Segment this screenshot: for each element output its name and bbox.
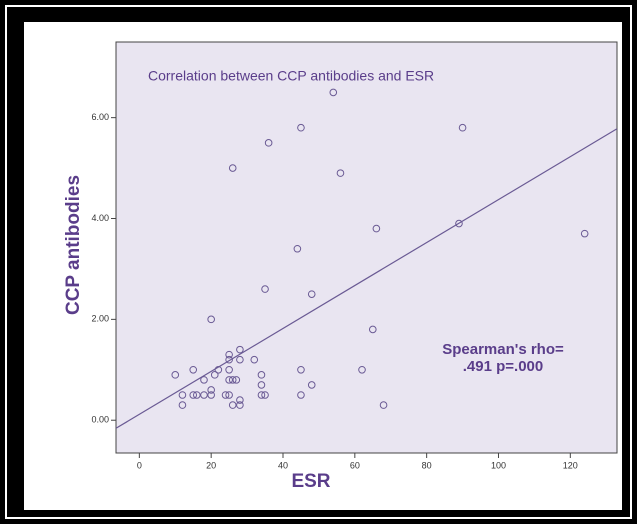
point xyxy=(297,123,305,132)
point xyxy=(293,244,302,253)
chart-title: Correlation between CCP antibodies and E… xyxy=(148,68,434,84)
point xyxy=(225,355,233,364)
point xyxy=(455,219,463,228)
point xyxy=(232,376,241,384)
point xyxy=(189,391,198,399)
point xyxy=(236,355,244,364)
point xyxy=(236,396,244,404)
point xyxy=(236,401,244,409)
point xyxy=(228,164,237,172)
point xyxy=(221,391,230,399)
point xyxy=(171,371,180,379)
point xyxy=(261,391,269,399)
y-tick-label: 6.00 xyxy=(91,112,109,122)
point xyxy=(250,355,259,364)
point xyxy=(178,401,187,409)
x-tick-label: 20 xyxy=(206,460,216,470)
y-axis-label: CCP antibodies xyxy=(63,175,84,315)
point xyxy=(210,371,219,379)
point xyxy=(225,376,233,384)
point xyxy=(297,391,305,399)
x-tick-label: 80 xyxy=(422,460,432,470)
point xyxy=(207,315,215,324)
point xyxy=(225,350,233,359)
point xyxy=(228,376,237,384)
y-tick-label: 2.00 xyxy=(91,314,109,324)
point xyxy=(379,401,388,409)
x-tick-label: 120 xyxy=(563,460,578,470)
x-axis-label: ESR xyxy=(291,471,330,492)
point xyxy=(200,376,208,384)
point xyxy=(580,229,589,238)
point xyxy=(207,391,215,399)
point xyxy=(307,381,316,389)
point xyxy=(257,381,266,389)
point xyxy=(297,365,305,374)
x-tick-label: 40 xyxy=(278,460,288,470)
point xyxy=(189,365,198,374)
point xyxy=(200,391,208,399)
frame-line xyxy=(5,5,632,519)
point xyxy=(236,345,244,354)
point xyxy=(372,224,381,233)
point xyxy=(214,365,223,374)
point xyxy=(225,391,233,399)
point xyxy=(257,391,266,399)
point xyxy=(458,123,467,132)
fit-line xyxy=(115,128,618,429)
annotation: Spearman's rho= xyxy=(442,341,564,358)
x-tick-label: 60 xyxy=(350,460,360,470)
x-tick-label: 100 xyxy=(491,460,506,470)
annotation: .491 p=.000 xyxy=(463,358,543,375)
point xyxy=(329,88,338,97)
point xyxy=(225,365,233,374)
point xyxy=(307,290,316,298)
point xyxy=(336,169,345,177)
point xyxy=(261,285,269,293)
point xyxy=(178,391,187,399)
point xyxy=(193,391,201,399)
point xyxy=(207,386,215,394)
point xyxy=(358,365,366,374)
plot-area xyxy=(115,41,618,454)
point xyxy=(257,371,266,379)
x-tick-label: 0 xyxy=(137,460,142,470)
y-tick-label: 4.00 xyxy=(91,213,109,223)
point xyxy=(368,325,377,334)
point xyxy=(264,139,273,147)
point xyxy=(228,401,237,409)
y-tick-label: 0.00 xyxy=(91,415,109,425)
